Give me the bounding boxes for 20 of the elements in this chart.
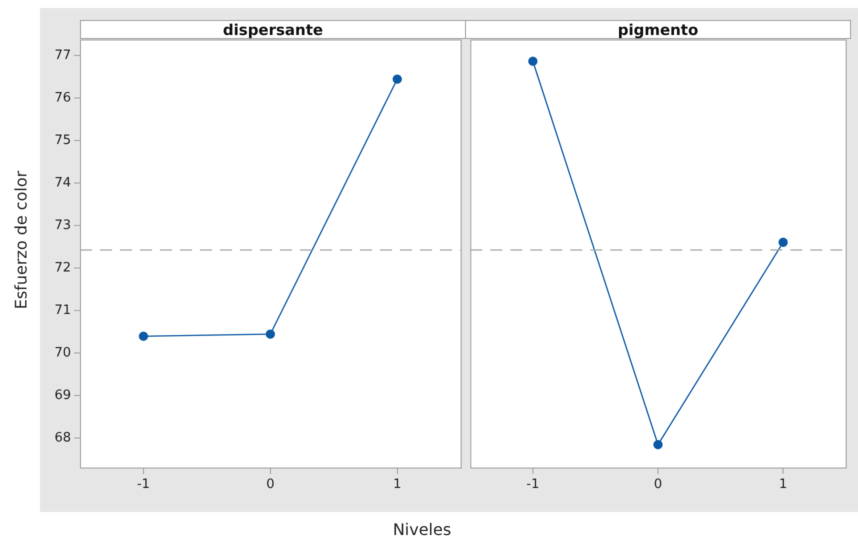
y-tick-label: 73 [54, 218, 71, 234]
x-tick-label: 0 [266, 477, 274, 492]
y-tick-label: 70 [54, 346, 71, 361]
x-tick-label: 0 [654, 477, 662, 492]
y-tick-label: 71 [54, 303, 71, 318]
y-tick-label: 72 [54, 260, 71, 276]
chart-title: pigmento [465, 20, 851, 39]
x-tick-label: 1 [778, 477, 788, 492]
x-axis-title: Niveles [392, 520, 452, 539]
x-tick-label: 1 [393, 477, 402, 492]
y-tick-label: 75 [54, 133, 71, 148]
x-tick-label: -1 [526, 477, 540, 492]
y-tick-label: 76 [54, 90, 71, 106]
y-tick-label: 68 [54, 430, 71, 446]
y-axis-title: Esfuerzo de color [12, 170, 30, 310]
y-tick-label: 69 [54, 388, 71, 404]
y-tick-label: 74 [54, 176, 71, 191]
x-tick-label: -1 [136, 477, 150, 492]
y-tick-label: 77 [54, 48, 71, 64]
chart-title: dispersante [80, 20, 466, 39]
